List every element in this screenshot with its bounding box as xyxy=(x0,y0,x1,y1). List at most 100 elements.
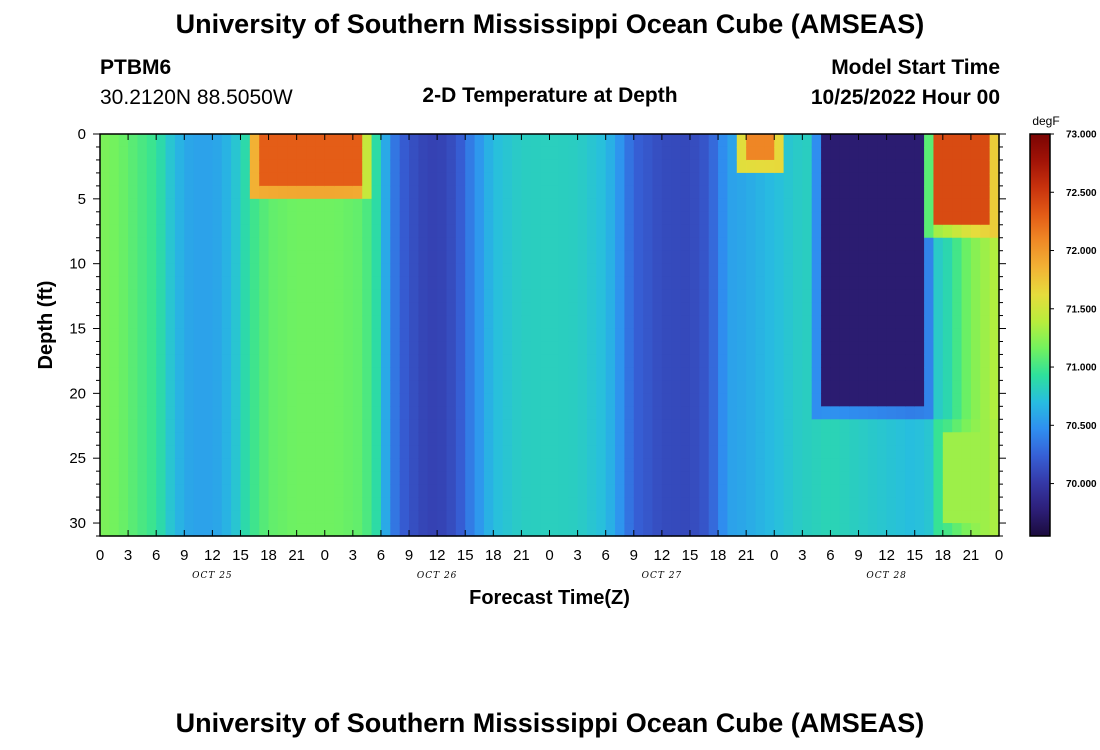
heatmap-cell xyxy=(296,159,307,174)
heatmap-cell xyxy=(886,159,897,174)
heatmap-cell xyxy=(399,289,410,304)
y-tick-label: 15 xyxy=(69,321,86,338)
heatmap-cell xyxy=(961,159,972,174)
heatmap-cell xyxy=(774,419,785,433)
heatmap-cell xyxy=(193,380,204,394)
heatmap-cell xyxy=(118,250,129,265)
heatmap-cell xyxy=(689,393,700,407)
heatmap-cell xyxy=(203,250,213,265)
heatmap-cell xyxy=(970,471,981,485)
heatmap-cell xyxy=(615,211,626,226)
heatmap-cell xyxy=(736,134,747,148)
heatmap-cell xyxy=(558,224,569,239)
heatmap-cell xyxy=(718,276,729,291)
heatmap-cell xyxy=(792,211,803,226)
heatmap-cell xyxy=(418,419,429,433)
heatmap-cell xyxy=(540,341,551,356)
heatmap-cell xyxy=(502,458,513,472)
heatmap-cell xyxy=(221,510,232,524)
heatmap-cell xyxy=(493,328,504,343)
heatmap-cell xyxy=(174,341,185,356)
heatmap-cell xyxy=(240,134,251,148)
heatmap-cell xyxy=(877,172,888,187)
heatmap-cell xyxy=(118,185,129,200)
heatmap-cell xyxy=(643,432,654,446)
heatmap-cell xyxy=(315,315,326,330)
heatmap-cell xyxy=(858,380,869,394)
heatmap-cell xyxy=(446,523,457,537)
heatmap-cell xyxy=(615,134,626,148)
heatmap-cell xyxy=(334,185,345,200)
heatmap-cell xyxy=(437,354,448,369)
heatmap-cell xyxy=(718,302,729,317)
heatmap-cell xyxy=(221,185,232,200)
heatmap-cell xyxy=(343,510,354,524)
heatmap-cell xyxy=(483,315,494,330)
heatmap-cell xyxy=(643,159,654,174)
heatmap-cell xyxy=(493,380,504,394)
heatmap-cell xyxy=(427,380,438,394)
heatmap-cell xyxy=(109,471,120,485)
heatmap-cell xyxy=(680,276,691,291)
heatmap-cell xyxy=(914,445,925,459)
heatmap-cell xyxy=(596,445,607,459)
heatmap-cell xyxy=(343,406,354,420)
heatmap-cell xyxy=(193,276,204,291)
heatmap-cell xyxy=(933,237,944,252)
heatmap-cell xyxy=(455,497,466,511)
heatmap-cell xyxy=(746,484,757,498)
heatmap-cell xyxy=(277,445,288,459)
heatmap-cell xyxy=(371,523,382,537)
heatmap-cell xyxy=(811,146,822,161)
x-tick-label: 0 xyxy=(770,547,778,564)
heatmap-cell xyxy=(174,250,185,265)
heatmap-cell xyxy=(961,471,972,485)
heatmap-cell xyxy=(493,172,504,187)
heatmap-cell xyxy=(839,237,850,252)
heatmap-cell xyxy=(905,328,916,343)
heatmap-cell xyxy=(231,250,242,265)
heatmap-cell xyxy=(783,185,794,200)
heatmap-cell xyxy=(277,523,288,537)
heatmap-cell xyxy=(849,510,860,524)
heatmap-cell xyxy=(493,134,504,148)
heatmap-cell xyxy=(558,367,569,381)
heatmap-cell xyxy=(418,328,429,343)
heatmap-cell xyxy=(118,497,129,511)
heatmap-cell xyxy=(540,134,551,148)
heatmap-cell xyxy=(259,134,270,148)
heatmap-cell xyxy=(961,510,972,524)
heatmap-cell xyxy=(502,523,513,537)
heatmap-cell xyxy=(174,471,185,485)
heatmap-cell xyxy=(418,315,429,330)
heatmap-cell xyxy=(446,237,457,252)
heatmap-cell xyxy=(895,289,906,304)
heatmap-cell xyxy=(493,185,504,200)
heatmap-cell xyxy=(146,471,157,485)
heatmap-cell xyxy=(849,302,860,317)
heatmap-cell xyxy=(643,445,654,459)
x-tick-label: 12 xyxy=(654,547,671,564)
heatmap-cell xyxy=(914,380,925,394)
heatmap-cell xyxy=(334,354,345,369)
heatmap-cell xyxy=(380,497,391,511)
heatmap-cell xyxy=(746,510,757,524)
heatmap-cell xyxy=(624,419,635,433)
heatmap-cell xyxy=(792,367,803,381)
heatmap-cell xyxy=(390,328,401,343)
heatmap-cell xyxy=(530,458,541,472)
heatmap-cell xyxy=(586,497,597,511)
heatmap-cell xyxy=(774,185,785,200)
heatmap-cell xyxy=(661,419,672,433)
heatmap-cell xyxy=(764,237,775,252)
heatmap-cell xyxy=(521,224,532,239)
heatmap-cell xyxy=(502,432,513,446)
heatmap-cell xyxy=(605,211,616,226)
heatmap-cell xyxy=(718,328,729,343)
heatmap-cell xyxy=(746,458,757,472)
heatmap-cell xyxy=(427,237,438,252)
heatmap-cell xyxy=(399,458,410,472)
heatmap-cell xyxy=(802,172,813,187)
heatmap-cell xyxy=(989,484,1000,498)
heatmap-cell xyxy=(193,510,204,524)
